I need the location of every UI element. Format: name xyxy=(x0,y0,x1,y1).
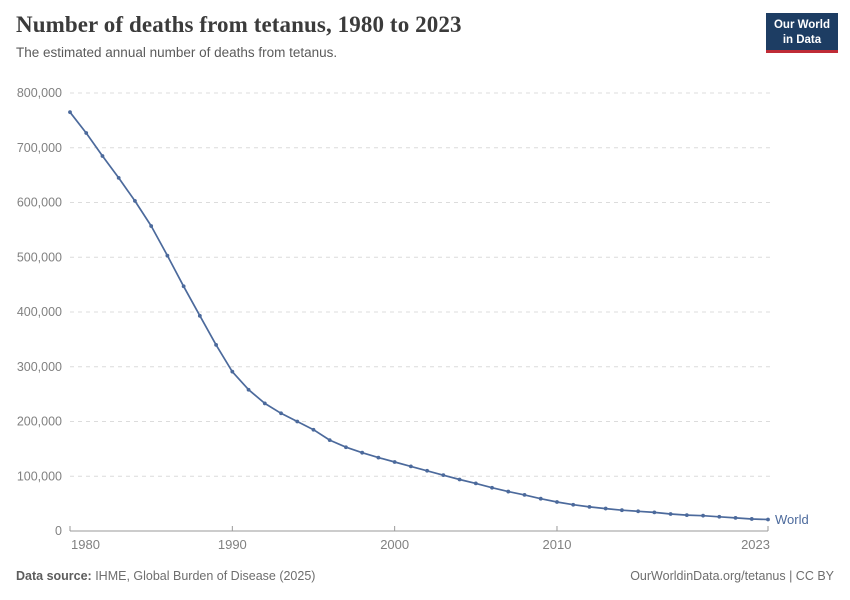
data-point[interactable] xyxy=(457,477,462,482)
data-point[interactable] xyxy=(490,485,494,490)
y-tick-label: 700,000 xyxy=(17,141,62,155)
data-point[interactable] xyxy=(425,468,430,473)
data-point[interactable] xyxy=(587,505,592,509)
data-point[interactable] xyxy=(733,515,738,520)
x-tick-label: 2023 xyxy=(741,537,770,552)
x-tick-label: 2000 xyxy=(380,537,409,552)
data-point[interactable] xyxy=(68,110,72,115)
data-point[interactable] xyxy=(749,517,754,521)
data-point[interactable] xyxy=(360,450,365,455)
data-point[interactable] xyxy=(668,512,673,516)
x-tick-label: 1990 xyxy=(218,537,247,552)
data-point[interactable] xyxy=(652,510,657,515)
trend-line[interactable] xyxy=(69,111,769,521)
data-point[interactable] xyxy=(684,513,689,518)
data-point[interactable] xyxy=(344,445,348,450)
x-tick-label: 1980 xyxy=(71,537,100,552)
data-point[interactable] xyxy=(295,419,300,424)
owid-logo-line2: in Data xyxy=(782,33,822,46)
y-tick-label: 500,000 xyxy=(17,250,62,264)
data-point[interactable] xyxy=(165,253,170,258)
owid-logo[interactable]: Our World in Data xyxy=(765,13,838,54)
data-point[interactable] xyxy=(441,473,446,478)
data-point[interactable] xyxy=(717,514,722,519)
data-point[interactable] xyxy=(408,464,413,469)
data-point[interactable] xyxy=(538,496,543,501)
x-tick-label: 2010 xyxy=(543,537,572,552)
data-point[interactable] xyxy=(327,438,332,443)
series-end-label[interactable]: World xyxy=(775,512,809,527)
data-point[interactable] xyxy=(279,411,283,416)
data-point[interactable] xyxy=(620,508,624,513)
page-title: Number of deaths from tetanus, 1980 to 2… xyxy=(16,12,462,37)
data-point[interactable] xyxy=(84,131,89,135)
data-point[interactable] xyxy=(522,492,527,497)
data-point[interactable] xyxy=(766,517,770,522)
y-tick-label: 400,000 xyxy=(17,305,62,319)
data-source-text: IHME, Global Burden of Disease (2025) xyxy=(91,569,316,583)
y-tick-label: 600,000 xyxy=(17,196,62,210)
y-tick-label: 100,000 xyxy=(17,469,62,483)
y-tick-label: 200,000 xyxy=(17,415,62,429)
y-tick-label: 800,000 xyxy=(17,86,62,100)
data-point[interactable] xyxy=(376,455,381,460)
chart-header: Number of deaths from tetanus, 1980 to 2… xyxy=(16,12,756,60)
data-source-label: Data source: xyxy=(16,569,92,583)
owid-logo-line1: Our World xyxy=(773,19,830,31)
data-point[interactable] xyxy=(133,198,137,203)
data-point[interactable] xyxy=(555,500,559,504)
data-point[interactable] xyxy=(230,369,235,374)
chart-subtitle: The estimated annual number of deaths fr… xyxy=(16,45,338,60)
data-point[interactable] xyxy=(262,401,267,406)
data-point[interactable] xyxy=(149,224,154,228)
data-point[interactable] xyxy=(311,427,316,432)
data-point[interactable] xyxy=(473,481,478,486)
chart-footer: Data source: IHME, Global Burden of Dise… xyxy=(16,569,834,583)
data-point[interactable] xyxy=(571,502,576,507)
data-point[interactable] xyxy=(116,175,121,180)
data-point[interactable] xyxy=(197,313,202,318)
y-tick-label: 0 xyxy=(55,524,62,538)
data-point[interactable] xyxy=(701,513,705,518)
data-point[interactable] xyxy=(100,154,105,158)
data-point[interactable] xyxy=(603,506,608,511)
data-point[interactable] xyxy=(636,509,641,514)
data-point[interactable] xyxy=(214,342,218,347)
data-point[interactable] xyxy=(246,387,251,392)
data-source[interactable]: Data source: IHME, Global Burden of Dise… xyxy=(16,569,315,583)
credit-link[interactable]: OurWorldinData.org/tetanus | CC BY xyxy=(630,569,834,583)
data-point[interactable] xyxy=(181,284,186,289)
data-point[interactable] xyxy=(506,489,511,494)
y-tick-label: 300,000 xyxy=(17,360,62,374)
data-point[interactable] xyxy=(392,460,397,464)
